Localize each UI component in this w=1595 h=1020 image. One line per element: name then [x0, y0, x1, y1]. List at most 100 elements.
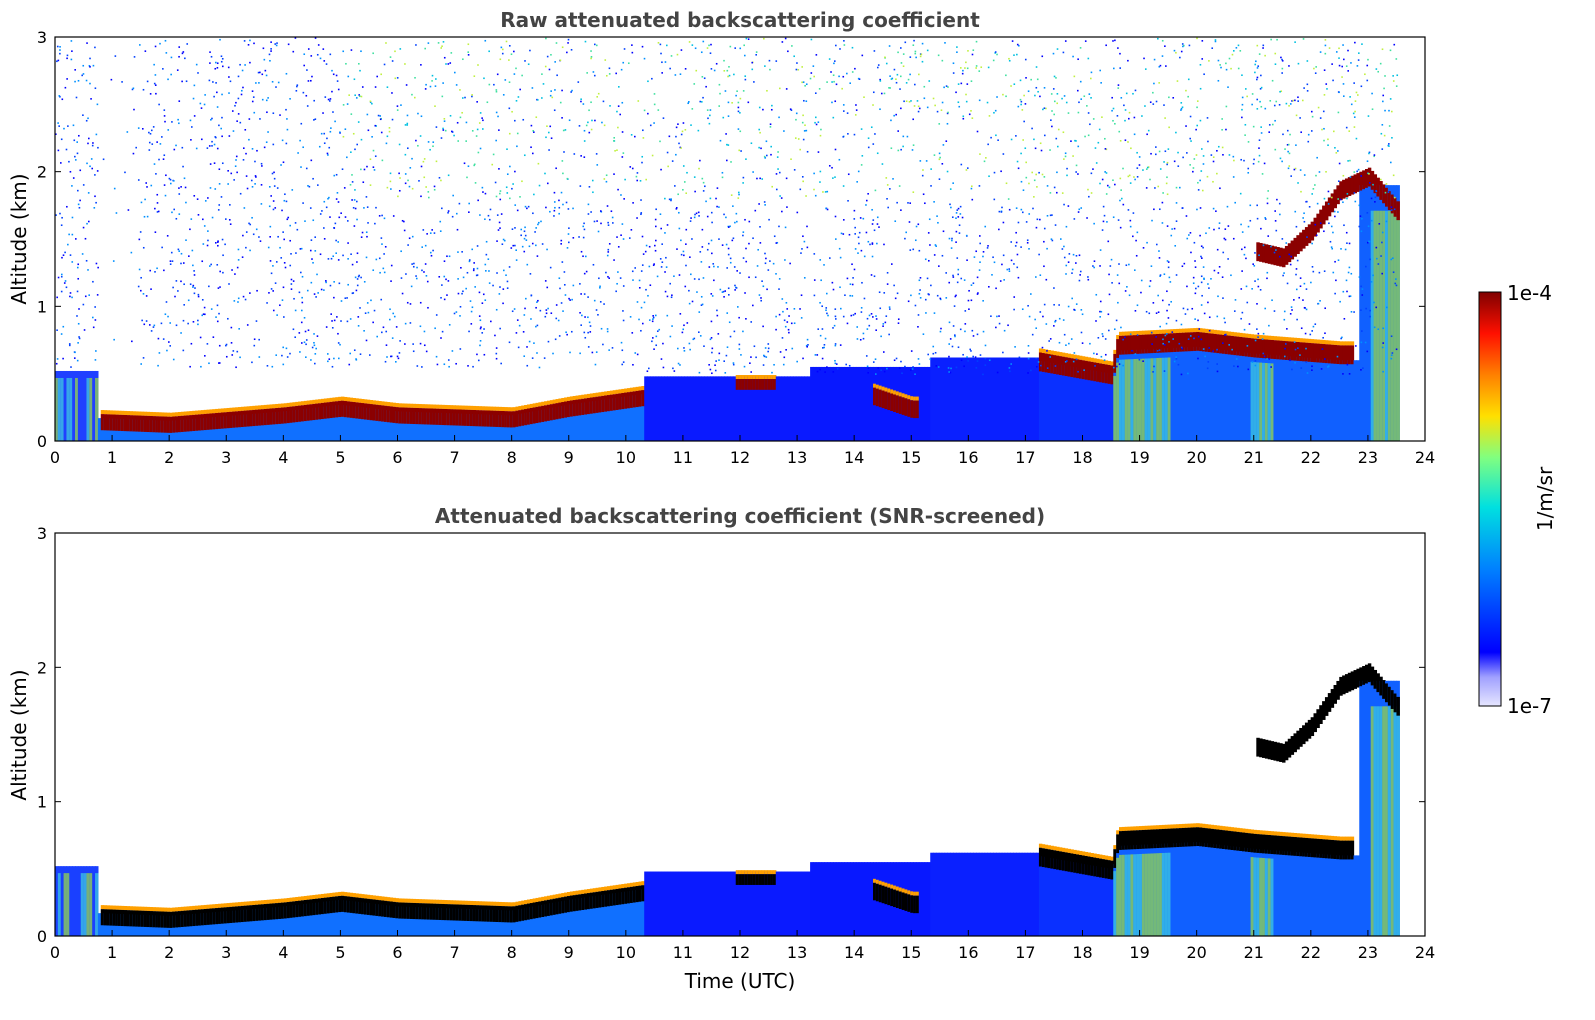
top-speckle: [578, 236, 580, 238]
top-speckle: [1341, 76, 1343, 78]
top-speckle: [1273, 251, 1276, 254]
top-speckle: [479, 327, 482, 330]
top-speckle: [1119, 226, 1122, 229]
top-speckle: [683, 254, 685, 257]
top-speckle: [1293, 299, 1295, 301]
top-speckle: [1221, 146, 1224, 149]
top-column-fill: [930, 357, 934, 441]
top-layer-core: [441, 408, 445, 426]
top-speckle: [470, 323, 473, 325]
top-speckle: [441, 95, 444, 98]
top-speckle: [250, 179, 253, 182]
top-speckle: [725, 133, 727, 135]
top-speckle: [1099, 265, 1101, 267]
top-layer-core: [1330, 344, 1335, 364]
top-speckle: [70, 366, 72, 368]
top-speckle: [927, 293, 930, 295]
top-speckle: [1187, 372, 1189, 375]
top-speckle: [695, 69, 698, 72]
top-speckle: [419, 325, 422, 328]
top-speckle: [249, 61, 251, 64]
top-speckle: [607, 221, 609, 224]
top-speckle: [204, 94, 206, 96]
top-speckle: [710, 211, 713, 214]
top-speckle: [1349, 176, 1352, 178]
top-speckle: [605, 271, 607, 274]
top-speckle: [674, 74, 677, 76]
top-speckle: [517, 346, 520, 349]
top-speckle: [847, 173, 850, 176]
top-speckle: [898, 185, 901, 187]
top-speckle: [286, 356, 289, 358]
top-speckle: [706, 47, 709, 49]
top-speckle: [1392, 271, 1395, 274]
top-speckle: [530, 294, 533, 297]
top-speckle: [1152, 371, 1154, 373]
top-speckle: [682, 188, 684, 191]
top-speckle: [354, 94, 356, 97]
top-speckle: [734, 289, 736, 291]
top-elevated-layer: [1282, 248, 1286, 268]
top-speckle: [902, 145, 904, 148]
top-speckle: [255, 176, 257, 178]
top-speckle: [684, 285, 687, 288]
top-column-fill: [1221, 349, 1226, 441]
top-elevated-layer: [1276, 247, 1280, 266]
top-speckle: [1002, 153, 1005, 155]
top-speckle: [1104, 171, 1106, 173]
top-layer-core: [641, 390, 645, 407]
top-speckle: [479, 319, 482, 322]
top-speckle: [817, 328, 820, 330]
top-speckle: [1063, 245, 1065, 248]
top-speckle: [560, 302, 563, 304]
top-speckle: [1188, 234, 1190, 236]
top-speckle: [285, 108, 287, 111]
top-speckle: [440, 337, 442, 339]
top-speckle: [1134, 89, 1137, 92]
top-column-fill: [292, 410, 296, 441]
top-layer-core: [1119, 335, 1123, 355]
top-speckle: [969, 348, 971, 351]
top-speckle: [755, 51, 758, 53]
top-speckle: [133, 56, 136, 58]
top-speckle: [707, 117, 709, 120]
top-layer-core: [421, 408, 425, 425]
top-speckle: [85, 79, 88, 82]
top-speckle: [945, 297, 948, 299]
top-speckle: [583, 272, 586, 275]
top-speckle: [1136, 175, 1139, 178]
top-layer-edge: [369, 400, 374, 405]
top-speckle: [686, 171, 688, 174]
top-speckle: [1284, 148, 1286, 150]
top-speckle: [856, 181, 858, 183]
top-column-fill: [63, 370, 68, 441]
top-speckle: [560, 239, 563, 242]
top-speckle: [357, 275, 360, 278]
top-speckle: [1223, 317, 1226, 320]
top-speckle: [1173, 160, 1176, 163]
top-layer-core: [1130, 335, 1134, 355]
top-speckle: [406, 114, 409, 117]
top-elevated-layer: [1279, 247, 1283, 267]
top-speckle: [1355, 91, 1358, 94]
top-speckle: [957, 83, 960, 85]
top-speckle: [1319, 117, 1322, 119]
top-speckle: [813, 294, 816, 297]
top-speckle: [1041, 346, 1044, 349]
top-speckle: [89, 57, 91, 60]
top-speckle: [1260, 126, 1262, 128]
top-speckle: [1373, 155, 1375, 158]
top-speckle: [539, 309, 542, 312]
top-speckle: [175, 144, 177, 147]
top-layer-core: [423, 408, 428, 425]
top-speckle: [1289, 263, 1292, 266]
top-layer-edge: [1193, 328, 1197, 333]
top-speckle: [995, 287, 997, 290]
top-speckle: [1360, 175, 1362, 177]
top-speckle: [832, 288, 835, 291]
top-speckle: [356, 218, 358, 221]
top-speckle: [1390, 258, 1393, 261]
top-speckle: [1092, 265, 1094, 267]
top-speckle: [1391, 137, 1393, 139]
top-speckle: [987, 143, 989, 146]
